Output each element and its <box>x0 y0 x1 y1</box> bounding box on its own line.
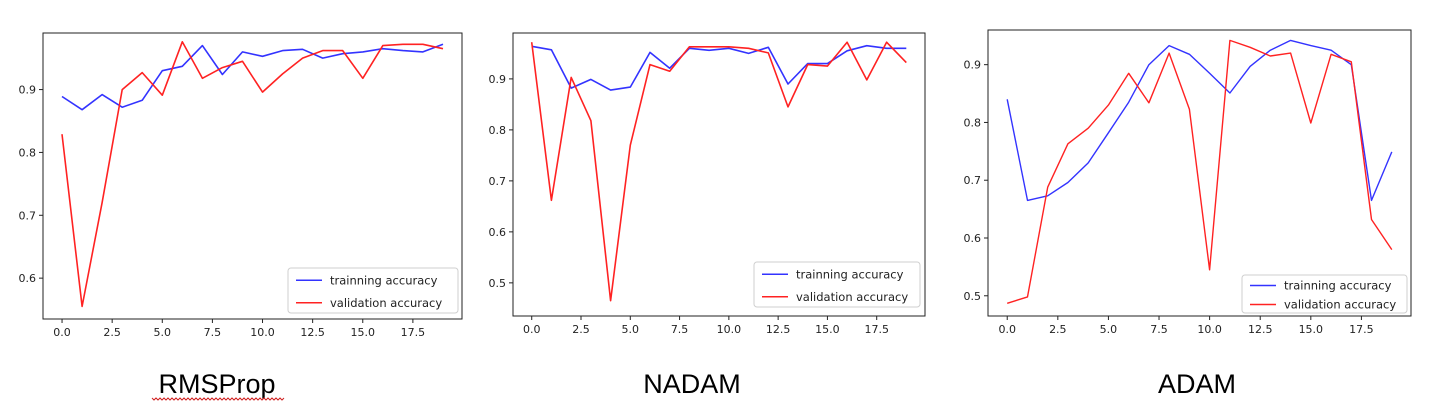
rmsprop-x-tick-label: 15.0 <box>351 326 376 339</box>
rmsprop-plot-frame <box>42 32 463 320</box>
nadam-legend-label: validation accuracy <box>796 290 908 304</box>
rmsprop-x-tick-label: 5.0 <box>154 326 172 339</box>
rmsprop-legend-label: validation accuracy <box>330 296 442 310</box>
nadam-y-tick-label: 0.7 <box>489 175 507 188</box>
adam-legend-label: trainning accuracy <box>1284 279 1392 293</box>
nadam-x-tick-label: 0.0 <box>523 323 541 336</box>
nadam-x-tick-label: 5.0 <box>622 323 640 336</box>
nadam-x-tick-label: 7.5 <box>671 323 689 336</box>
rmsprop-x-tick-label: 10.0 <box>250 326 275 339</box>
rmsprop-legend-label: trainning accuracy <box>330 273 438 287</box>
adam-y-tick-label: 0.8 <box>964 116 982 129</box>
nadam-legend: trainning accuracy validation accuracy <box>753 261 921 308</box>
nadam-y-tick-label: 0.6 <box>489 226 507 239</box>
nadam-x-tick-label: 12.5 <box>766 323 791 336</box>
adam-x-tick-label: 2.5 <box>1049 323 1067 336</box>
rmsprop-chart: 0.0 2.5 5.0 7.5 10.0 12.5 15.0 17.5 0.6 0.7 0.8 0.9… <box>0 0 480 409</box>
nadam-x-tick-label: 17.5 <box>864 323 889 336</box>
adam-y-tick-label: 0.5 <box>964 290 982 303</box>
nadam-y-tick-label: 0.5 <box>489 277 507 290</box>
rmsprop-x-tick-label: 7.5 <box>204 326 222 339</box>
rmsprop-y-tick-label: 0.8 <box>19 146 37 159</box>
adam-y-tick-label: 0.6 <box>964 232 982 245</box>
nadam-plot-frame <box>512 32 926 317</box>
adam-y-tick-label: 0.9 <box>964 59 982 72</box>
nadam-caption: NADAM <box>643 369 741 399</box>
adam-x-tick-label: 0.0 <box>998 323 1016 336</box>
adam-caption: ADAM <box>1158 369 1236 399</box>
nadam-series-line-validation <box>530 41 907 302</box>
adam-x-tick-label: 15.0 <box>1299 323 1324 336</box>
adam-x-tick-label: 12.5 <box>1248 323 1273 336</box>
nadam-series-line-training <box>531 44 907 91</box>
nadam-legend-label: trainning accuracy <box>796 267 904 281</box>
rmsprop-spellcheck-underline <box>151 397 285 401</box>
nadam-chart-svg: 0.0 2.5 5.0 7.5 10.0 12.5 15.0 17.5 0.5 0.6 0.7 0.8… <box>489 32 926 399</box>
rmsprop-legend: trainning accuracy validation accuracy <box>287 267 459 314</box>
adam-chart-svg: 0.0 2.5 5.0 7.5 10.0 12.5 15.0 17.5 0.5 0.6 0.7 0.8… <box>964 29 1412 399</box>
rmsprop-x-tick-label: 17.5 <box>401 326 426 339</box>
adam-x-tick-label: 7.5 <box>1150 323 1168 336</box>
rmsprop-x-tick-label: 12.5 <box>300 326 325 339</box>
rmsprop-y-tick-label: 0.9 <box>19 84 37 97</box>
nadam-y-tick-label: 0.9 <box>489 73 507 86</box>
nadam-x-tick-label: 15.0 <box>815 323 840 336</box>
adam-x-tick-label: 10.0 <box>1197 323 1222 336</box>
adam-chart: 0.0 2.5 5.0 7.5 10.0 12.5 15.0 17.5 0.5 0.6 0.7 0.8… <box>956 0 1436 409</box>
adam-x-tick-label: 17.5 <box>1349 323 1374 336</box>
adam-legend-label: validation accuracy <box>1284 298 1396 312</box>
rmsprop-series-line-validation <box>61 40 444 308</box>
adam-x-tick-label: 5.0 <box>1100 323 1118 336</box>
rmsprop-x-tick-label: 2.5 <box>103 326 121 339</box>
nadam-legend-box <box>753 261 921 308</box>
rmsprop-caption: RMSProp <box>158 369 275 399</box>
nadam-y-tick-label: 0.8 <box>489 124 507 137</box>
adam-legend-box <box>1241 274 1408 314</box>
adam-series-line-training <box>1006 39 1393 202</box>
adam-plot-frame <box>987 29 1412 317</box>
rmsprop-legend-box <box>287 267 459 314</box>
rmsprop-y-tick-label: 0.7 <box>19 209 37 222</box>
rmsprop-x-tick-label: 0.0 <box>53 326 71 339</box>
nadam-x-tick-label: 10.0 <box>717 323 742 336</box>
rmsprop-chart-svg: 0.0 2.5 5.0 7.5 10.0 12.5 15.0 17.5 0.6 0.7 0.8 0.9… <box>19 32 463 401</box>
nadam-x-tick-label: 2.5 <box>572 323 590 336</box>
adam-legend: trainning accuracy validation accuracy <box>1241 274 1408 314</box>
rmsprop-y-tick-label: 0.6 <box>19 272 37 285</box>
adam-series-line-validation <box>1006 39 1393 304</box>
adam-y-tick-label: 0.7 <box>964 174 982 187</box>
nadam-chart: 0.0 2.5 5.0 7.5 10.0 12.5 15.0 17.5 0.5 0.6 0.7 0.8… <box>480 0 956 409</box>
rmsprop-series-line-training <box>61 43 444 111</box>
